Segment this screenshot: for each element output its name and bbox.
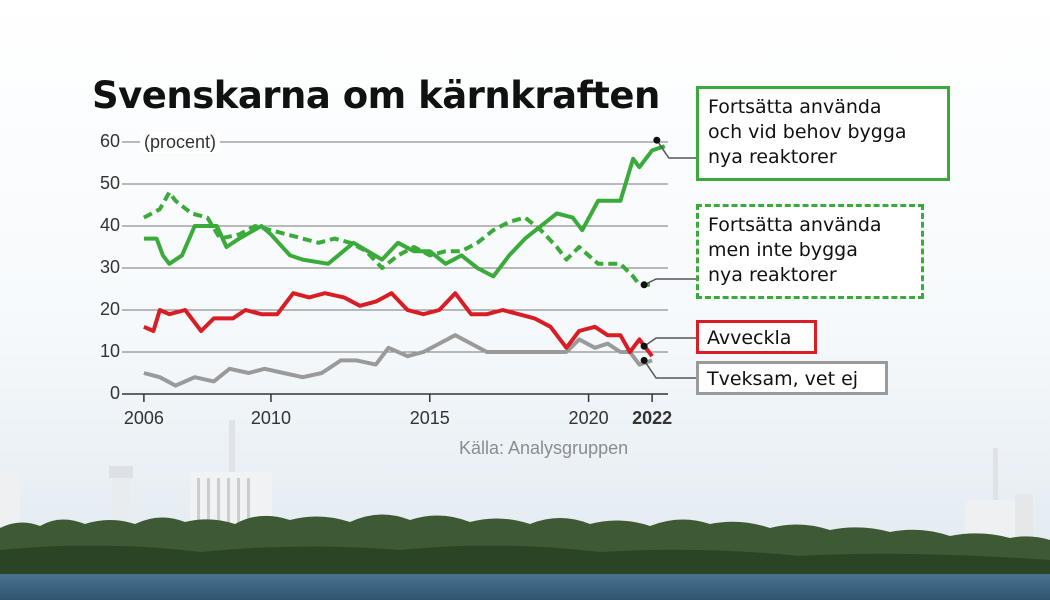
leader-line [643,337,696,347]
leader-dot [640,356,648,364]
y-tick-label: 0 [109,383,120,403]
series-line [143,333,653,388]
leader-line [643,278,696,286]
x-tick-label: 2020 [568,408,609,428]
y-tick-label: 40 [99,215,120,235]
y-tick-label: 50 [99,173,120,193]
x-tick-label: 2010 [250,408,291,428]
legend-label-phase-out: Avveckla [696,320,817,354]
series-line [142,190,653,287]
legend-label-undecided: Tveksam, vet ej [696,361,888,395]
y-tick-label: 30 [99,257,120,277]
legend-line: och vid behov bygga [708,121,907,143]
leader-dot [640,342,648,350]
leader-dot [653,136,661,144]
x-tick-label: 2015 [409,408,450,428]
legend-line: nya reaktorer [708,264,837,286]
legend-label-build-new: Fortsätta använda och vid behov bygga ny… [696,86,950,181]
legend-line: Fortsätta använda [708,96,882,118]
water [0,574,1050,600]
y-tick-label: 60 [99,131,120,151]
leader-dot [640,281,648,289]
x-tick-label: 2006 [123,408,164,428]
chart-title: Svenskarna om kärnkraften [92,74,660,117]
legend-line: Tveksam, vet ej [707,368,859,390]
leader-line [656,139,696,159]
legend-line: Fortsätta använda [708,214,882,236]
leader-line [643,359,696,379]
y-tick-label: 20 [99,299,120,319]
legend-line: Avveckla [707,327,792,349]
y-axis-unit-label: (procent) [140,132,221,153]
legend-label-keep-not-build: Fortsätta använda men inte bygga nya rea… [696,204,924,299]
series-line [143,291,654,358]
series-line [143,144,666,279]
legend-line: nya reaktorer [708,146,837,168]
x-tick-label: 2022 [632,408,673,428]
source-note: Källa: Analysgruppen [459,438,629,458]
y-tick-label: 10 [99,341,120,361]
legend-line: men inte bygga [708,239,858,261]
